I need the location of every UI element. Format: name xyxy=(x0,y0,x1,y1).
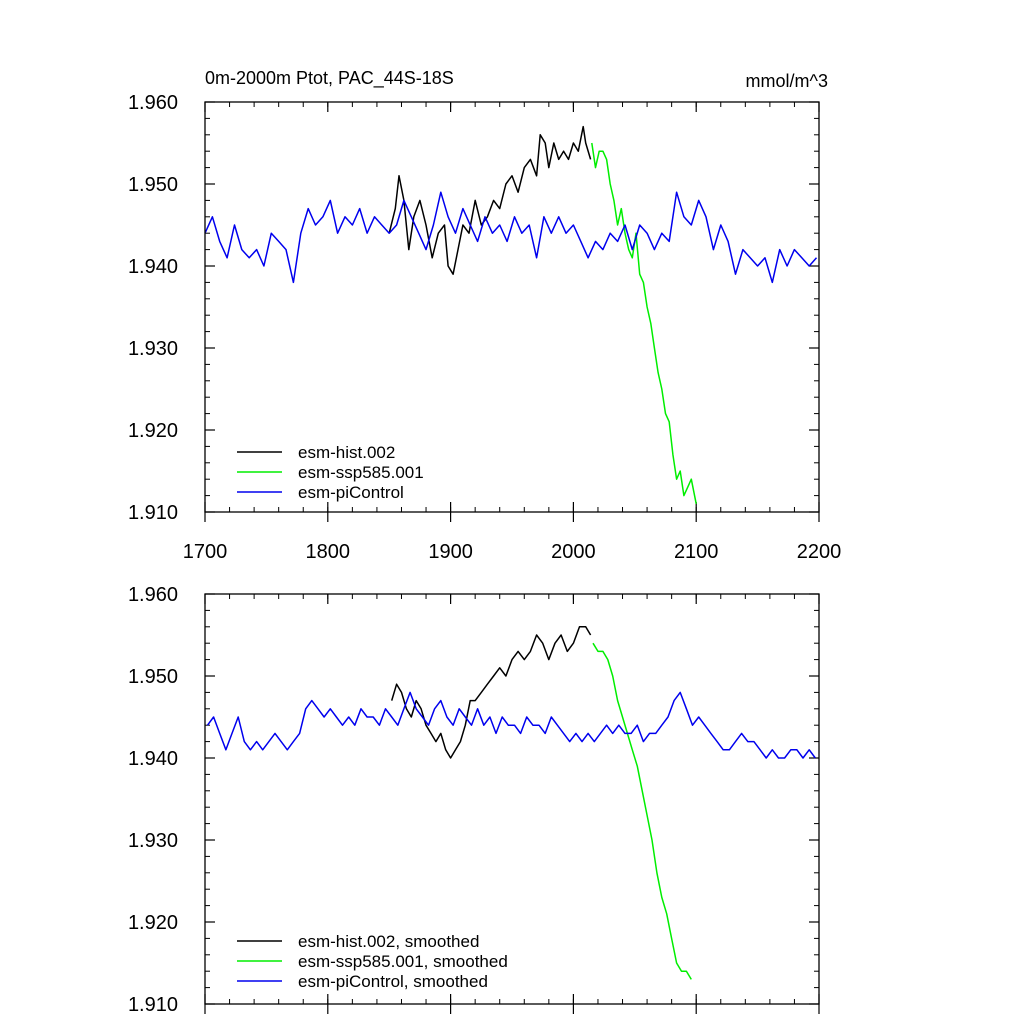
top-series-esm-picontrol xyxy=(204,191,818,284)
y-tick-label: 1.940 xyxy=(128,256,178,278)
bot-series-esm-ssp585 xyxy=(592,642,692,980)
legend-label: esm-hist.002 xyxy=(298,443,395,462)
x-tick-label: 2000 xyxy=(551,541,596,563)
top-x-axis: 1700 1800 1900 2000 2100 2200 xyxy=(183,102,842,563)
bot-series-esm-picontrol xyxy=(206,691,816,759)
y-tick-label: 1.940 xyxy=(128,748,178,770)
x-tick-label: 1800 xyxy=(306,541,351,563)
legend-label: esm-hist.002, smoothed xyxy=(298,932,479,951)
y-tick-label: 1.950 xyxy=(128,666,178,688)
y-tick-label: 1.930 xyxy=(128,830,178,852)
bottom-plot-frame xyxy=(204,593,820,1005)
top-series-esm-ssp585 xyxy=(591,142,697,504)
y-tick-label: 1.960 xyxy=(128,92,178,114)
legend-label: esm-piControl xyxy=(298,483,404,502)
bottom-panel: 1.910 1.920 1.930 1.940 1.950 1.960 esm-hist.… xyxy=(128,584,820,1016)
legend-label: esm-ssp585.001, smoothed xyxy=(298,952,508,971)
y-tick-label: 1.930 xyxy=(128,338,178,360)
bottom-y-axis: 1.910 1.920 1.930 1.940 1.950 1.960 xyxy=(128,584,819,1016)
units-label: mmol/m^3 xyxy=(746,71,828,91)
top-panel: 0m-2000m Ptot, PAC_44S-18S mmol/m^3 1.91… xyxy=(128,68,841,563)
y-tick-label: 1.950 xyxy=(128,174,178,196)
bottom-x-axis xyxy=(204,594,820,1014)
bottom-series-group xyxy=(206,626,816,980)
x-tick-label: 2200 xyxy=(797,541,842,563)
chart-title: 0m-2000m Ptot, PAC_44S-18S xyxy=(205,68,454,89)
x-tick-label: 1900 xyxy=(428,541,473,563)
top-plot-frame xyxy=(204,101,820,513)
x-tick-label: 1700 xyxy=(183,541,228,563)
top-series-esm-hist xyxy=(388,125,592,275)
bot-series-esm-hist xyxy=(390,626,592,759)
y-tick-label: 1.920 xyxy=(128,420,178,442)
y-tick-label: 1.910 xyxy=(128,502,178,524)
legend-label: esm-ssp585.001 xyxy=(298,463,424,482)
y-tick-label: 1.910 xyxy=(128,994,178,1016)
x-tick-label: 2100 xyxy=(674,541,719,563)
top-y-axis: 1.910 1.920 1.930 1.940 1.950 1.960 xyxy=(128,92,819,524)
top-series-group xyxy=(204,125,818,504)
y-tick-label: 1.960 xyxy=(128,584,178,606)
legend-label: esm-piControl, smoothed xyxy=(298,972,488,991)
y-tick-label: 1.920 xyxy=(128,912,178,934)
